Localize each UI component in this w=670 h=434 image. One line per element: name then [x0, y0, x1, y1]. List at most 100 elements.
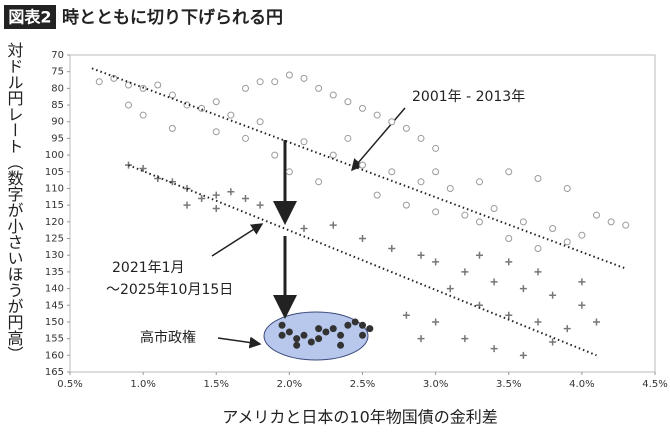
- x-axis-label: アメリカと日本の10年物国債の金利差: [222, 408, 498, 427]
- point: [300, 138, 308, 146]
- title-tag: 図表2: [8, 8, 51, 27]
- point: [344, 134, 352, 142]
- point: [300, 74, 308, 82]
- point: [578, 231, 586, 239]
- x-tick-label: 3.0%: [423, 379, 448, 390]
- point: [607, 218, 615, 226]
- annotation: 高市政権: [140, 329, 196, 346]
- point: [256, 78, 264, 86]
- y-tick-label: 90: [51, 117, 64, 128]
- point: [307, 338, 315, 346]
- point: [622, 221, 630, 229]
- point: [534, 268, 542, 276]
- point: [402, 311, 410, 319]
- point: [417, 251, 425, 259]
- trend-line: [128, 164, 597, 357]
- point: [95, 78, 103, 86]
- point: [242, 84, 249, 92]
- point: [359, 104, 366, 112]
- annotation: 2001年 - 2013年: [412, 89, 525, 105]
- point: [256, 118, 264, 126]
- point: [110, 74, 118, 82]
- annotation: 2021年1月: [112, 260, 185, 276]
- y-tick-label: 160: [45, 350, 64, 361]
- point: [476, 218, 483, 226]
- point: [490, 278, 498, 286]
- point: [242, 134, 249, 142]
- point: [359, 321, 366, 329]
- y-tick-label: 115: [45, 200, 64, 211]
- point: [402, 124, 410, 132]
- point: [315, 325, 323, 333]
- point: [139, 111, 147, 119]
- point: [534, 174, 542, 182]
- point: [388, 118, 396, 126]
- point: [593, 318, 600, 326]
- x-tick-label: 4.0%: [569, 379, 594, 390]
- y-tick-label: 85: [51, 100, 64, 111]
- point: [198, 194, 206, 202]
- point: [293, 335, 301, 343]
- point: [461, 268, 469, 276]
- x-tick-label: 4.5%: [642, 379, 667, 390]
- y-tick-label: 130: [45, 250, 64, 261]
- point: [519, 218, 527, 226]
- point: [344, 321, 352, 329]
- point: [183, 184, 191, 192]
- point: [563, 184, 571, 192]
- point: [593, 211, 600, 219]
- point: [388, 245, 396, 253]
- point: [168, 91, 176, 99]
- point: [534, 318, 542, 326]
- point: [300, 331, 308, 339]
- point: [461, 335, 469, 343]
- point: [578, 278, 586, 286]
- point: [490, 345, 498, 353]
- y-tick-label: 105: [45, 167, 64, 178]
- chart-title: 時とともに切り下げられる円: [62, 7, 283, 28]
- y-tick-label: 110: [45, 183, 64, 194]
- annotation: ～2025年10月15日: [106, 282, 233, 298]
- point: [315, 335, 323, 343]
- point: [212, 204, 220, 212]
- point: [432, 318, 440, 326]
- point: [212, 128, 220, 136]
- y-tick-label: 95: [51, 133, 64, 144]
- point: [578, 301, 586, 309]
- y-axis-label: 対ドル円レート（数字が小さいほうが円高）: [5, 42, 24, 362]
- point: [505, 235, 513, 243]
- arrow: [217, 336, 262, 349]
- point: [359, 161, 366, 169]
- point: [183, 201, 191, 209]
- y-tick-label: 70: [51, 50, 64, 61]
- y-tick-label: 120: [45, 217, 64, 228]
- point: [154, 81, 162, 89]
- y-tick-label: 75: [51, 67, 64, 78]
- point: [366, 325, 374, 333]
- point: [300, 225, 308, 233]
- point: [337, 331, 345, 339]
- point: [417, 134, 425, 142]
- y-tick-label: 140: [45, 284, 64, 295]
- point: [212, 98, 220, 106]
- point: [285, 71, 293, 79]
- y-tick-label: 80: [51, 83, 64, 94]
- point: [505, 168, 513, 176]
- point: [242, 194, 249, 202]
- point: [322, 328, 330, 336]
- point: [432, 258, 440, 266]
- point: [256, 201, 264, 209]
- point: [359, 235, 366, 243]
- y-tick-label: 165: [45, 367, 64, 378]
- point: [373, 191, 381, 199]
- point: [549, 291, 557, 299]
- point: [329, 151, 337, 159]
- point: [139, 164, 147, 172]
- y-tick-label: 155: [45, 334, 64, 345]
- point: [271, 151, 279, 159]
- point: [315, 178, 323, 186]
- point: [329, 221, 337, 229]
- point: [402, 201, 410, 209]
- point: [432, 144, 440, 152]
- point: [446, 184, 454, 192]
